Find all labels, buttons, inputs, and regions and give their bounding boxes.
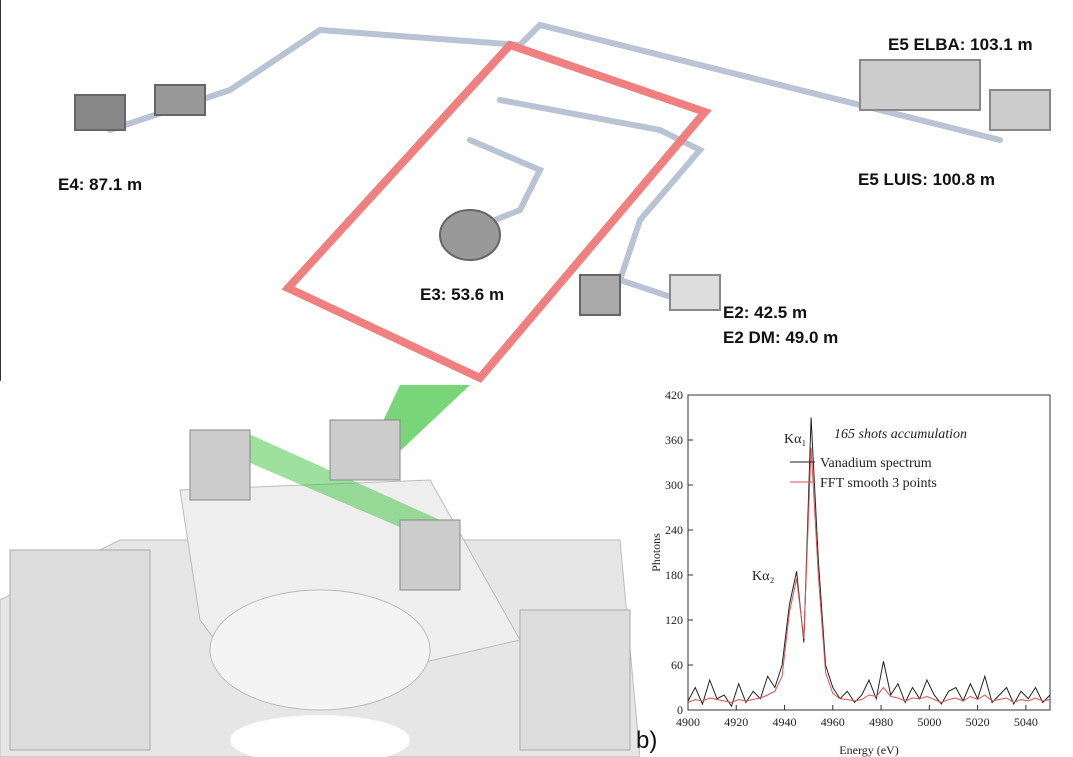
y-tick-label: 240 <box>665 523 683 537</box>
x-tick-label: 4900 <box>676 715 700 729</box>
x-tick-label: 5040 <box>1014 715 1038 729</box>
annotation: Kα₂ <box>752 569 774 584</box>
y-tick-label: 420 <box>665 388 683 402</box>
x-tick-label: 4940 <box>773 715 797 729</box>
y-tick-label: 360 <box>665 433 683 447</box>
x-tick-label: 4920 <box>724 715 748 729</box>
x-tick-label: 4980 <box>869 715 893 729</box>
chamber-render <box>0 385 640 757</box>
beamline-label: E3: 53.6 m <box>420 285 504 304</box>
y-axis-label: Photons <box>649 533 663 572</box>
x-axis-label: Energy (eV) <box>839 743 898 757</box>
highlight-frame <box>288 45 705 378</box>
figure: E4: 87.1 m E5 ELBA: 103.1 m E5 LUIS: 100.8… <box>0 0 1073 757</box>
beamline-label: E4: 87.1 m <box>58 175 142 194</box>
x-tick-label: 4960 <box>821 715 845 729</box>
annotation: 165 shots accumulation <box>834 427 967 442</box>
y-tick-label: 180 <box>665 568 683 582</box>
beamline-label: E5 LUIS: 100.8 m <box>858 170 995 189</box>
panel-label: b) <box>636 727 657 754</box>
beamline-label: E5 ELBA: 103.1 m <box>888 35 1033 54</box>
legend-label: FFT smooth 3 points <box>820 476 937 491</box>
beamline-label: E2: 42.5 m <box>723 303 807 322</box>
y-tick-label: 300 <box>665 478 683 492</box>
annotation: Kα₁ <box>784 432 806 447</box>
y-tick-label: 60 <box>671 658 683 672</box>
legend-label: Vanadium spectrum <box>820 456 932 471</box>
y-tick-label: 120 <box>665 613 683 627</box>
x-tick-label: 5020 <box>966 715 990 729</box>
beamline-label: E2 DM: 49.0 m <box>723 328 838 347</box>
x-tick-label: 5000 <box>917 715 941 729</box>
